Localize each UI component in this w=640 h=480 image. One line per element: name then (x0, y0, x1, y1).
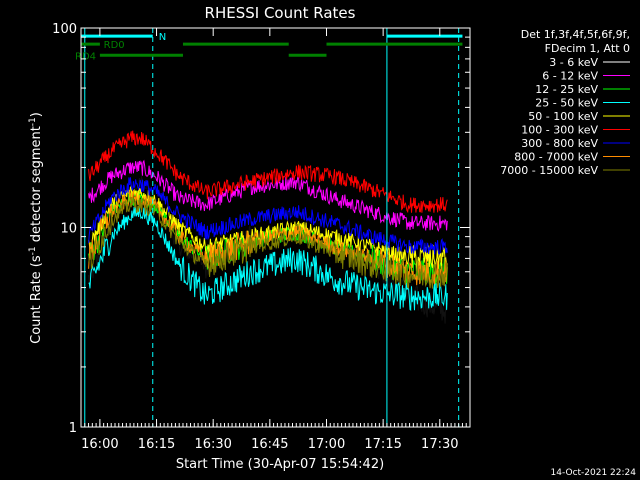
series-line-1 (88, 159, 448, 232)
y-tick-label-1: 10 (60, 222, 77, 237)
y-label-rest: detector segment (29, 126, 44, 246)
y-label-sup: -1 (28, 246, 38, 255)
y-label-main: Count Rate (s (29, 255, 44, 344)
legend-entry-2: 12 - 25 keV (535, 83, 598, 96)
series-layer (88, 130, 448, 324)
series-line-5 (88, 130, 448, 214)
y-label-sup2: -1 (28, 117, 38, 126)
footer-timestamp: 14-Oct-2021 22:24 (551, 468, 637, 478)
x-tick-label-6: 17:30 (421, 437, 458, 452)
chart-title: RHESSI Count Rates (205, 4, 356, 22)
legend-entry-8: 7000 - 15000 keV (500, 164, 598, 177)
legend-entry-6: 300 - 800 keV (521, 137, 598, 150)
state-label-RD4: RD4 (75, 51, 96, 62)
series-line-6 (88, 177, 448, 255)
x-axis-label: Start Time (30-Apr-07 15:54:42) (176, 457, 384, 472)
y-axis-ticks: 1 10 100 (52, 22, 470, 436)
legend-entry-5: 100 - 300 keV (521, 124, 598, 137)
legend: Det 1f,3f,4f,5f,6f,9f,FDecim 1, Att 03 -… (500, 28, 630, 177)
x-tick-label-0: 16:00 (81, 437, 118, 452)
x-tick-label-3: 16:45 (251, 437, 288, 452)
y-tick-label-2: 100 (52, 22, 77, 37)
legend-entry-0: 3 - 6 keV (549, 56, 598, 69)
y-label-close: ) (29, 112, 44, 117)
legend-header-1: FDecim 1, Att 0 (545, 42, 630, 55)
legend-entry-3: 25 - 50 keV (535, 97, 598, 110)
x-tick-label-4: 17:00 (308, 437, 345, 452)
x-tick-label-2: 16:30 (194, 437, 231, 452)
legend-entry-7: 800 - 7000 keV (514, 151, 598, 164)
legend-header-0: Det 1f,3f,4f,5f,6f,9f, (521, 28, 630, 41)
x-tick-label-1: 16:15 (138, 437, 175, 452)
legend-entry-1: 6 - 12 keV (542, 70, 598, 83)
legend-entry-4: 50 - 100 keV (528, 110, 598, 123)
state-label-N: N (159, 32, 166, 43)
series-line-3 (88, 206, 448, 311)
state-label-RD0: RD0 (104, 40, 125, 51)
x-tick-label-5: 17:15 (364, 437, 401, 452)
y-tick-label-0: 1 (69, 421, 77, 436)
series-line-7 (88, 190, 448, 286)
state-bars: N RD0 RD4 (75, 32, 463, 62)
y-axis-label: Count Rate (s-1 detector segment-1) (28, 112, 44, 344)
series-line-8 (88, 196, 448, 290)
x-axis-ticks: 16:00 16:15 16:30 16:45 17:00 17:15 17:30 (80, 28, 471, 452)
